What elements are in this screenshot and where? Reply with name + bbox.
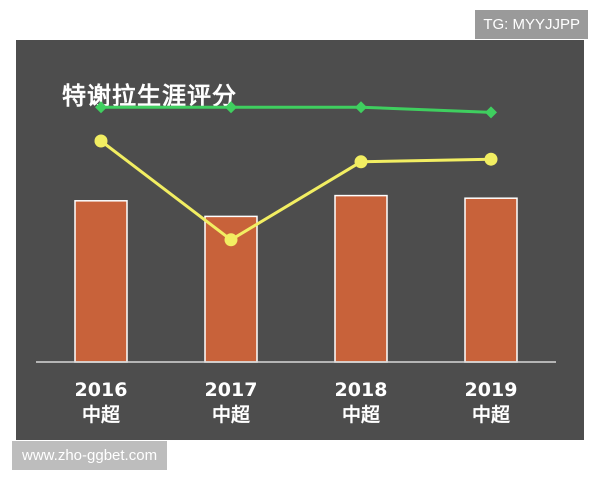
x-tick-year-2018: 2018 (335, 379, 388, 401)
bar-2018 (334, 194, 388, 363)
yellow-line (100, 139, 492, 242)
chart-title: 特谢拉生涯评分 (62, 82, 237, 110)
yellow-point-2017 (224, 233, 238, 247)
x-tick-league-2016: 中超 (82, 403, 121, 426)
bar-2019 (464, 197, 518, 363)
green-line (101, 105, 492, 114)
green-point-2016 (95, 101, 107, 114)
x-tick-year-2017: 2017 (205, 379, 258, 401)
x-tick-year-2016: 2016 (75, 379, 128, 401)
bar-2016 (74, 200, 128, 363)
x-tick-league-2017: 中超 (212, 403, 251, 426)
yellow-point-2019 (484, 152, 498, 166)
green-point-2019 (485, 106, 497, 119)
x-tick-year-2019: 2019 (465, 379, 518, 401)
green-point-2017 (225, 101, 237, 114)
yellow-point-2016 (94, 134, 108, 148)
x-tick-league-2019: 中超 (472, 403, 511, 426)
url-watermark: www.zho-ggbet.com (12, 441, 168, 470)
yellow-point-2018 (354, 155, 368, 169)
green-point-2018 (355, 101, 367, 114)
tg-watermark: TG: MYYJJPP (475, 10, 588, 39)
x-tick-league-2018: 中超 (342, 403, 381, 426)
